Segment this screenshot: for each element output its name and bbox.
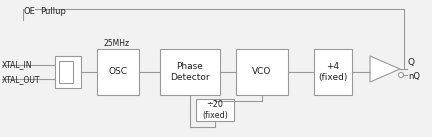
Circle shape bbox=[398, 72, 403, 78]
Bar bbox=[314, 49, 352, 95]
Text: XTAL_OUT: XTAL_OUT bbox=[2, 75, 41, 85]
Text: OE: OE bbox=[23, 8, 35, 16]
Text: Q: Q bbox=[408, 58, 415, 68]
Text: Pullup: Pullup bbox=[40, 8, 66, 16]
Text: ÷20
(fixed): ÷20 (fixed) bbox=[202, 100, 228, 120]
Bar bbox=[160, 49, 220, 95]
Text: nQ: nQ bbox=[408, 72, 420, 82]
Bar bbox=[196, 99, 234, 121]
Text: Phase
Detector: Phase Detector bbox=[170, 62, 210, 82]
Text: +4
(fixed): +4 (fixed) bbox=[318, 62, 348, 82]
Polygon shape bbox=[370, 56, 400, 82]
Bar bbox=[97, 49, 139, 95]
Bar bbox=[236, 49, 288, 95]
Bar bbox=[55, 56, 81, 88]
Text: OSC: OSC bbox=[108, 68, 127, 76]
Text: 25MHz: 25MHz bbox=[104, 39, 130, 48]
Bar bbox=[59, 61, 73, 83]
Text: XTAL_IN: XTAL_IN bbox=[2, 61, 32, 69]
Text: VCO: VCO bbox=[252, 68, 272, 76]
